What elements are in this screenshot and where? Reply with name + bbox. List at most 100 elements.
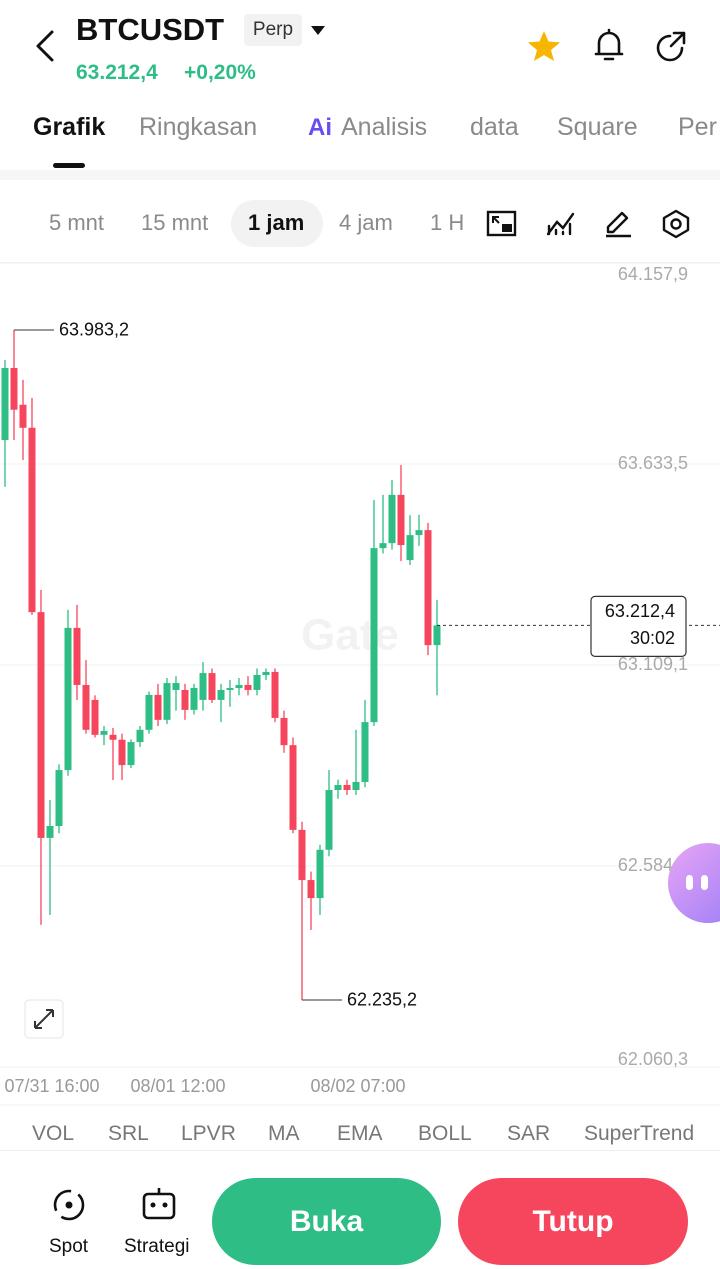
candle-body (55, 770, 63, 827)
candle-body (19, 404, 27, 428)
timeframe[interactable]: 4 jam (339, 210, 393, 235)
y-tick-label: 63.109,1 (618, 654, 688, 674)
candle-body (271, 671, 279, 718)
indicator-icon[interactable] (545, 210, 577, 238)
tab[interactable]: Square (557, 113, 638, 141)
candle-body (190, 688, 198, 710)
candle-body (235, 684, 243, 689)
candle-body (343, 785, 351, 790)
expand-icon (34, 1009, 54, 1029)
x-tick-label: 08/02 07:00 (310, 1076, 405, 1096)
share-icon[interactable] (654, 30, 688, 64)
candle-body (154, 694, 162, 720)
candle-body (172, 683, 180, 690)
timeframe[interactable]: 1 H (430, 210, 465, 235)
candle-body (388, 494, 396, 544)
back-icon[interactable] (28, 28, 60, 64)
candle-body (280, 717, 288, 746)
candle-body (1, 367, 9, 441)
tab[interactable]: Ringkasan (139, 113, 258, 141)
candle-body (217, 689, 225, 700)
price: 63.212,4 (76, 61, 158, 84)
draw-icon[interactable] (603, 210, 635, 238)
timeframe[interactable]: 15 mnt (141, 210, 209, 235)
y-tick-label: 63.633,5 (618, 453, 688, 473)
candle-body (370, 548, 378, 723)
indicator[interactable]: SAR (507, 1122, 551, 1145)
candle-body (82, 684, 90, 730)
tab[interactable]: Per (678, 113, 717, 141)
candle-body (289, 745, 297, 830)
candle-body (145, 694, 153, 730)
candle-body (136, 729, 144, 743)
candle-body (226, 688, 234, 690)
tab[interactable]: data (470, 113, 519, 141)
candle-body (10, 367, 18, 410)
candle-body (46, 826, 54, 838)
candle-body (424, 530, 432, 646)
countdown: 30:02 (630, 628, 675, 648)
layout-icon[interactable] (486, 210, 518, 238)
tab-indicator (53, 163, 85, 168)
spot-icon[interactable] (50, 1186, 88, 1224)
indicator[interactable]: BOLL (418, 1122, 472, 1145)
last-price-label: 63.212,4 (605, 601, 675, 621)
candle-body (397, 494, 405, 546)
y-tick-label: 64.157,9 (618, 264, 688, 284)
y-tick-label: 62.060,3 (618, 1049, 688, 1069)
badge: Perp (244, 14, 302, 46)
candle-body (334, 785, 342, 790)
indicator[interactable]: EMA (337, 1122, 383, 1145)
marker-label: 63.983,2 (59, 320, 129, 340)
bubble-eye (686, 875, 693, 890)
bell-icon[interactable] (592, 28, 626, 64)
dropdown-icon[interactable] (310, 25, 326, 37)
candle-body (325, 789, 333, 850)
candle-body (127, 742, 135, 766)
candle-body (379, 543, 387, 549)
indicator[interactable]: MA (268, 1122, 300, 1145)
indicator[interactable]: VOL (32, 1122, 75, 1145)
candle-body (316, 849, 324, 899)
spot-label[interactable]: Spot (49, 1236, 89, 1257)
candle-body (109, 734, 117, 740)
divider (0, 1150, 720, 1151)
strategy-icon[interactable] (140, 1186, 178, 1224)
candle-body (37, 612, 45, 838)
candle-body (406, 535, 414, 561)
indicator[interactable]: SRL (108, 1122, 149, 1145)
timeframe[interactable]: 1 jam (248, 210, 305, 235)
chart: Gate 64.157,963.633,563.109,162.584,762.… (0, 262, 720, 1106)
indicator[interactable]: LPVR (181, 1122, 236, 1145)
settings-icon[interactable] (661, 209, 693, 239)
strategy-label[interactable]: Strategi (124, 1236, 190, 1257)
change: +0,20% (184, 61, 256, 84)
candle-body (298, 829, 306, 881)
marker-label: 62.235,2 (347, 990, 417, 1010)
candle-body (163, 683, 171, 720)
favorite-icon[interactable] (526, 29, 562, 63)
last-price-box (590, 595, 687, 658)
tab[interactable]: Analisis (341, 113, 428, 141)
candle-body (262, 671, 270, 676)
tab[interactable]: Grafik (33, 113, 106, 141)
candle-body (352, 781, 360, 790)
candle-body (91, 699, 99, 735)
ai-icon: Ai (308, 114, 332, 141)
symbol: BTCUSDT (76, 12, 225, 47)
timeframe[interactable]: 5 mnt (49, 210, 105, 235)
timeframe-pill (231, 200, 323, 247)
close-button[interactable]: Tutup (458, 1178, 688, 1265)
candle-body (73, 627, 81, 685)
bubble-eye (701, 875, 708, 890)
candle-body (181, 689, 189, 710)
divider (0, 170, 720, 180)
candle-body (118, 739, 126, 766)
indicator[interactable]: SuperTrend (584, 1122, 695, 1145)
x-tick-label: 08/01 12:00 (130, 1076, 225, 1096)
x-tick-label: 07/31 16:00 (4, 1076, 99, 1096)
open-button[interactable]: Buka (212, 1178, 441, 1265)
watermark: Gate (301, 611, 399, 660)
candle-body (100, 730, 108, 735)
